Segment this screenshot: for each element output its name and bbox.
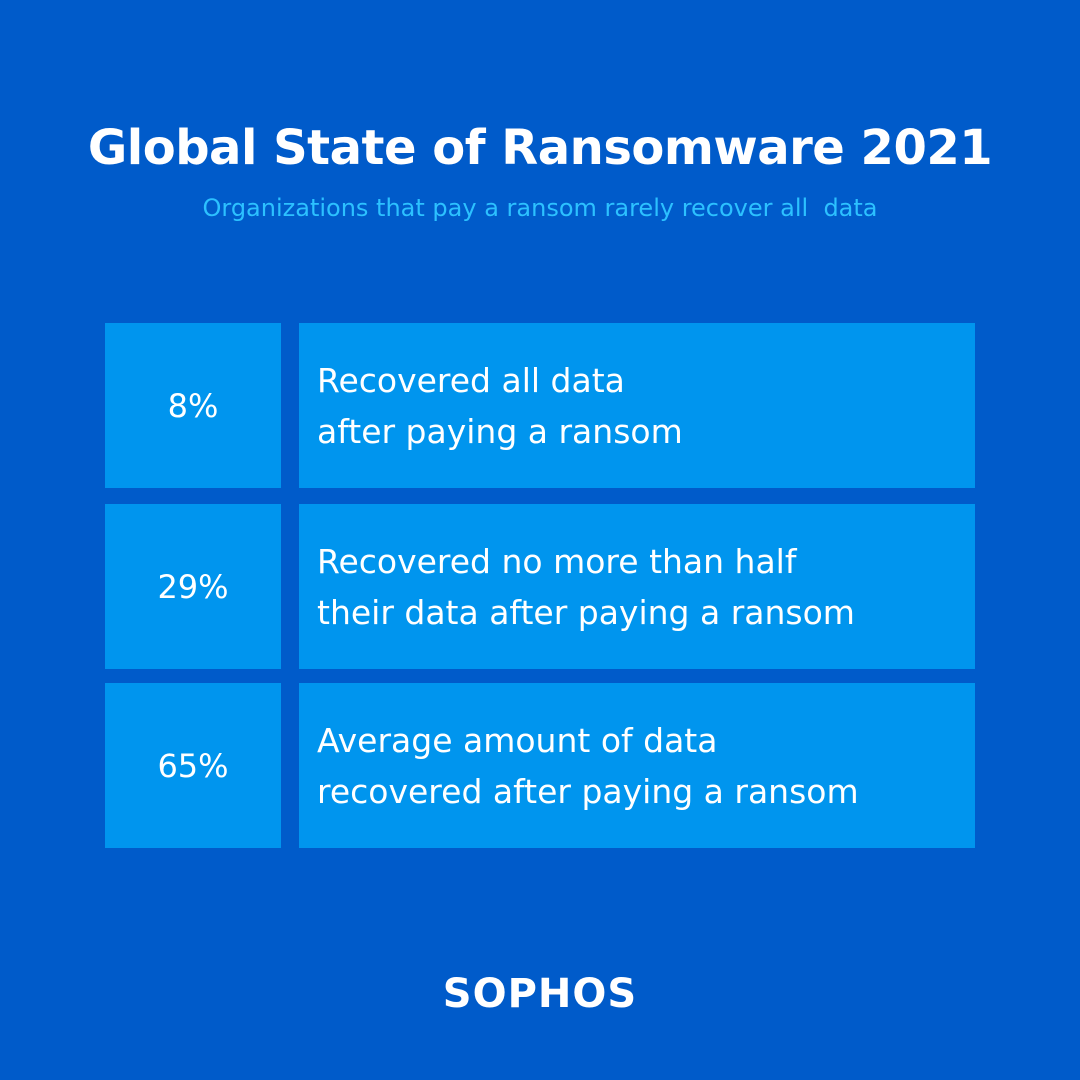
stat-description: Recovered no more than half their data a… [299,504,975,669]
stat-row-1: 8% Recovered all data after paying a ran… [105,323,975,488]
stat-row-3: 65% Average amount of data recovered aft… [105,683,975,848]
stat-description: Average amount of data recovered after p… [299,683,975,848]
stat-value: 29% [105,504,281,669]
page-subtitle: Organizations that pay a ransom rarely r… [202,194,878,222]
stat-description-line: after paying a ransom [317,411,683,451]
stat-value: 65% [105,683,281,848]
stat-description-line: Recovered no more than half [317,541,797,581]
stat-description-line: recovered after paying a ransom [317,771,859,811]
stat-description-line: Average amount of data [317,720,718,760]
stat-value: 8% [105,323,281,488]
stat-row-2: 29% Recovered no more than half their da… [105,504,975,669]
stat-description-line: their data after paying a ransom [317,592,855,632]
stat-description-line: Recovered all data [317,360,625,400]
sophos-logo: SOPHOS [442,971,638,1017]
stat-description: Recovered all data after paying a ransom [299,323,975,488]
page-title: Global State of Ransomware 2021 [87,120,993,176]
